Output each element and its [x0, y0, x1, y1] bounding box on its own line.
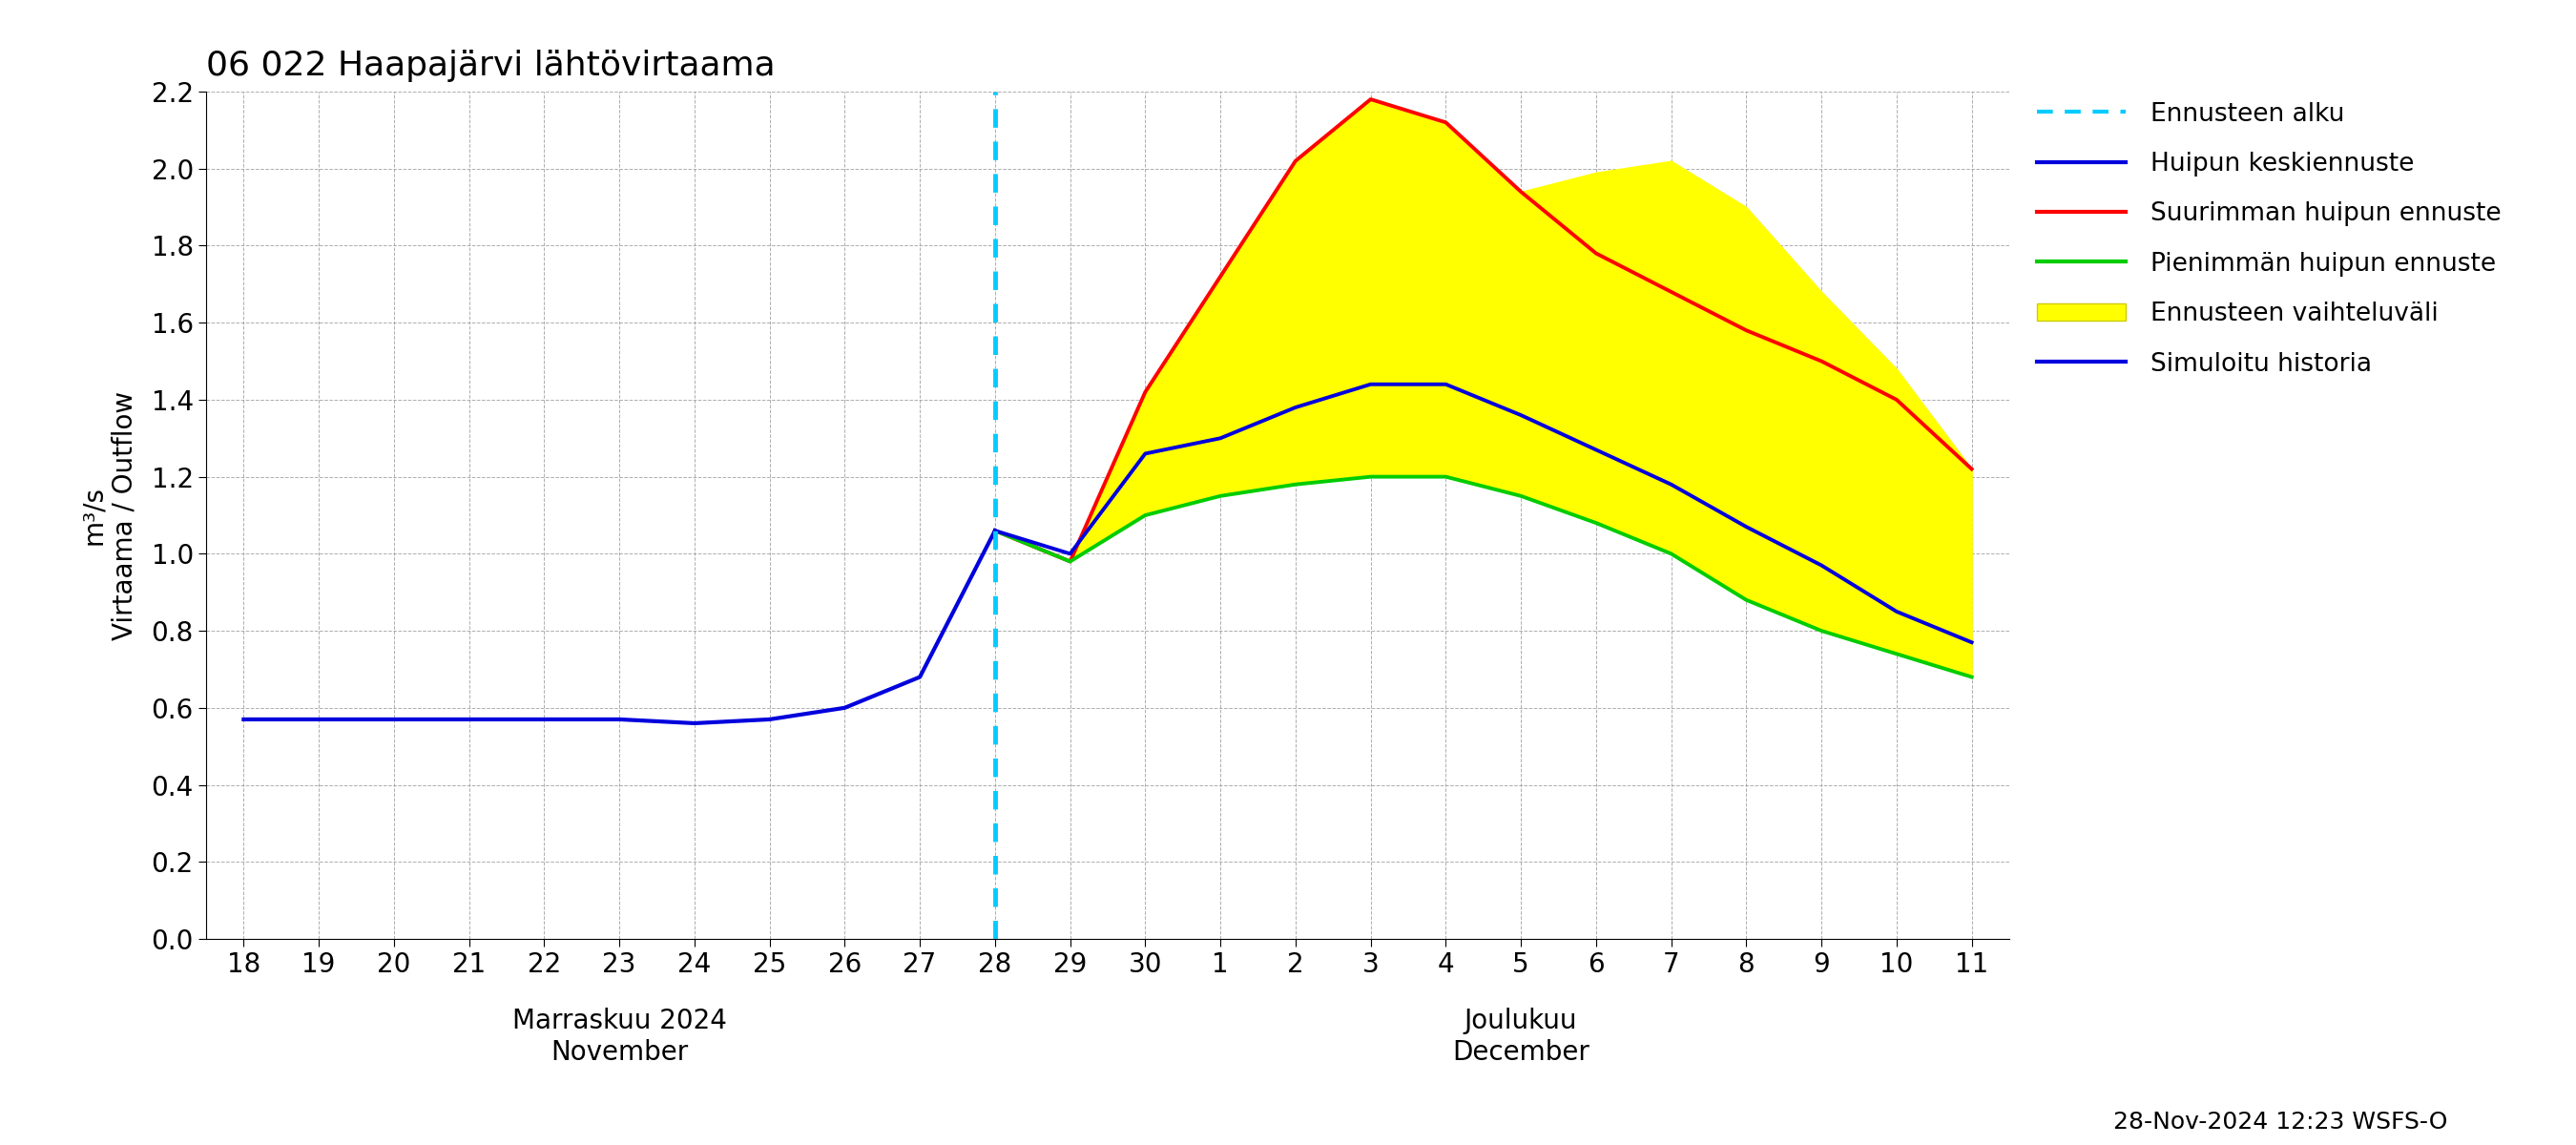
Text: m³/s: m³/s — [80, 485, 106, 545]
Y-axis label: Virtaama / Outflow: Virtaama / Outflow — [111, 390, 139, 640]
Text: Marraskuu 2024
November: Marraskuu 2024 November — [513, 1008, 726, 1066]
Legend: Ennusteen alku, Huipun keskiennuste, Suurimman huipun ennuste, Pienimmän huipun : Ennusteen alku, Huipun keskiennuste, Suu… — [2027, 92, 2512, 387]
Text: 28-Nov-2024 12:23 WSFS-O: 28-Nov-2024 12:23 WSFS-O — [2112, 1111, 2447, 1134]
Text: Joulukuu
December: Joulukuu December — [1453, 1008, 1589, 1066]
Text: 06 022 Haapajärvi lähtövirtaama: 06 022 Haapajärvi lähtövirtaama — [206, 50, 775, 82]
